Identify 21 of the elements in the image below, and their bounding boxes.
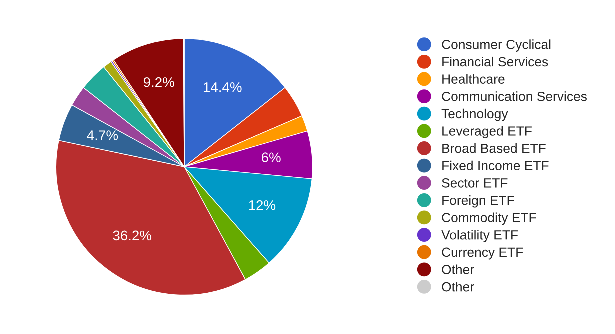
legend-label: Financial Services [442, 56, 548, 67]
legend-label: Fixed Income ETF [442, 160, 549, 171]
data-label: 36.2% [113, 230, 152, 241]
legend-label: Consumer Cyclical [442, 40, 551, 52]
legend-label: Leveraged ETF [442, 126, 532, 139]
legend-label: Commodity ETF [442, 212, 536, 226]
data-label: 9.2% [144, 77, 174, 88]
legend-label: Healthcare [442, 74, 505, 84]
legend-label: Other [442, 282, 474, 292]
legend-label: Broad Based ETF [442, 144, 546, 154]
legend-label: Sector ETF [442, 178, 508, 188]
data-label: 12% [249, 200, 276, 210]
legend-label: Foreign ETF [442, 195, 514, 208]
legend-label: Other [442, 264, 474, 274]
legend-label: Currency ETF [442, 248, 524, 260]
legend-label: Communication Services [442, 92, 587, 102]
data-label: 6% [262, 152, 281, 163]
legend-label: Volatility ETF [442, 230, 518, 242]
data-label: 14.4% [204, 82, 242, 92]
data-label: 4.7% [87, 130, 118, 140]
legend-label: Technology [442, 108, 508, 122]
